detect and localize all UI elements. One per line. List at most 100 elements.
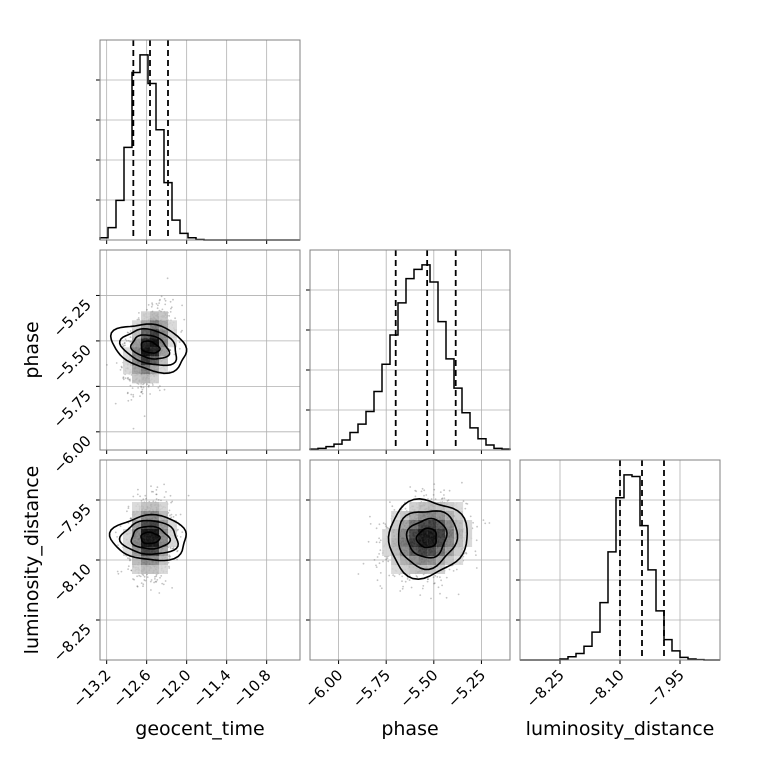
scatter-geocent-time-vs-phase-point	[132, 395, 135, 398]
scatter-geocent-time-vs-luminosity-distance-density-cell	[141, 556, 150, 565]
scatter-phase-vs-luminosity-distance-point	[427, 498, 429, 500]
scatter-geocent-time-vs-luminosity-distance-point	[129, 517, 132, 520]
x-tick-label-luminosity-distance: −8.25	[523, 666, 568, 711]
scatter-phase-vs-luminosity-distance-density-cell	[436, 529, 446, 538]
scatter-phase-vs-luminosity-distance-point	[385, 525, 387, 528]
scatter-geocent-time-vs-phase-point	[151, 303, 154, 306]
scatter-geocent-time-vs-phase-point	[140, 383, 143, 385]
x-tick-label-luminosity-distance: −8.10	[583, 666, 628, 711]
scatter-geocent-time-vs-phase-point	[157, 304, 159, 307]
scatter-geocent-time-vs-phase-point	[160, 295, 163, 298]
scatter-phase-vs-luminosity-distance-point	[423, 489, 426, 492]
scatter-geocent-time-vs-phase-point	[170, 307, 172, 310]
scatter-phase-vs-luminosity-distance-density-cell	[418, 538, 428, 547]
scatter-phase-vs-luminosity-distance-density-cell	[400, 511, 410, 520]
scatter-geocent-time-vs-luminosity-distance-point	[132, 578, 134, 580]
scatter-geocent-time-vs-phase-density-cell	[141, 338, 150, 348]
scatter-geocent-time-vs-phase-point	[173, 353, 176, 356]
scatter-phase-vs-luminosity-distance-point	[386, 526, 389, 529]
scatter-geocent-time-vs-phase-point	[159, 385, 161, 387]
scatter-geocent-time-vs-luminosity-distance-contour	[130, 525, 172, 550]
y-tick-label-luminosity-distance: −7.95	[50, 500, 95, 545]
x-tick-label-phase: −6.00	[301, 666, 346, 711]
scatter-geocent-time-vs-phase-point	[139, 395, 141, 397]
scatter-phase-vs-luminosity-distance-density-cell	[382, 547, 392, 556]
scatter-geocent-time-vs-luminosity-distance-point	[150, 579, 153, 581]
scatter-phase-vs-luminosity-distance-contour	[397, 510, 459, 571]
scatter-phase-vs-luminosity-distance-point	[476, 525, 478, 528]
scatter-geocent-time-vs-luminosity-distance-point	[179, 536, 182, 538]
scatter-geocent-time-vs-luminosity-distance-point	[159, 576, 161, 579]
scatter-geocent-time-vs-luminosity-distance-density-cell	[159, 565, 168, 574]
scatter-geocent-time-vs-luminosity-distance-point	[130, 517, 133, 520]
scatter-geocent-time-vs-phase-point	[159, 298, 161, 301]
scatter-geocent-time-vs-phase-density-cell	[141, 374, 150, 384]
scatter-geocent-time-vs-luminosity-distance-point	[142, 585, 144, 588]
scatter-phase-vs-luminosity-distance-point	[367, 540, 370, 543]
scatter-geocent-time-vs-luminosity-distance-point	[127, 568, 129, 570]
scatter-geocent-time-vs-phase-point	[137, 383, 140, 385]
scatter-phase-vs-luminosity-distance-point	[382, 560, 384, 563]
scatter-phase-vs-luminosity-distance-point	[376, 556, 379, 558]
scatter-geocent-time-vs-luminosity-distance-contour	[108, 513, 188, 562]
scatter-geocent-time-vs-luminosity-distance-density-cell	[141, 547, 150, 556]
scatter-phase-vs-luminosity-distance-point	[439, 491, 442, 493]
scatter-geocent-time-vs-phase-density-cell	[141, 365, 150, 375]
scatter-geocent-time-vs-luminosity-distance-point	[154, 578, 156, 580]
scatter-phase-vs-luminosity-distance-point	[462, 500, 465, 503]
scatter-geocent-time-vs-phase-point	[129, 340, 132, 343]
scatter-geocent-time-vs-phase-point	[127, 339, 130, 342]
scatter-phase-vs-luminosity-distance-point	[408, 579, 411, 581]
scatter-geocent-time-vs-luminosity-distance-point	[140, 582, 143, 584]
scatter-geocent-time-vs-phase-point	[130, 399, 133, 401]
scatter-phase-vs-luminosity-distance-point	[389, 501, 391, 503]
scatter-geocent-time-vs-phase-point	[126, 331, 129, 334]
scatter-geocent-time-vs-luminosity-distance-point	[167, 561, 170, 564]
scatter-phase-vs-luminosity-distance-density-cell	[400, 556, 410, 565]
scatter-phase-vs-luminosity-distance-point	[475, 567, 478, 569]
scatter-phase-vs-luminosity-distance-density-cell	[382, 529, 392, 538]
scatter-phase-vs-luminosity-distance-density-cell	[445, 520, 455, 529]
scatter-phase-vs-luminosity-distance-density-cell	[427, 565, 437, 574]
scatter-geocent-time-vs-phase-point	[120, 365, 123, 368]
scatter-phase-vs-luminosity-distance-point	[415, 490, 418, 493]
scatter-geocent-time-vs-luminosity-distance-point	[157, 499, 160, 501]
scatter-phase-vs-luminosity-distance-density-cell	[409, 511, 419, 520]
scatter-geocent-time-vs-phase-point	[140, 391, 143, 393]
scatter-phase-vs-luminosity-distance-point	[433, 483, 436, 485]
scatter-geocent-time-vs-luminosity-distance-point	[127, 505, 130, 508]
scatter-geocent-time-vs-luminosity-distance-point	[168, 557, 171, 560]
scatter-geocent-time-vs-luminosity-distance-density-cell	[132, 520, 141, 529]
scatter-phase-vs-luminosity-distance-point	[399, 590, 402, 592]
scatter-geocent-time-vs-luminosity-distance-point	[169, 514, 171, 517]
scatter-geocent-time-vs-luminosity-distance-density-cell	[159, 511, 168, 520]
scatter-geocent-time-vs-luminosity-distance-point	[168, 565, 170, 568]
scatter-phase-vs-luminosity-distance-density-cell	[454, 520, 464, 529]
scatter-geocent-time-vs-luminosity-distance-point	[150, 490, 153, 493]
scatter-phase-vs-luminosity-distance-point	[457, 593, 460, 596]
scatter-geocent-time-vs-phase-point	[115, 362, 118, 364]
scatter-geocent-time-vs-luminosity-distance-point	[170, 501, 173, 504]
scatter-phase-vs-luminosity-distance-point	[433, 582, 436, 584]
scatter-phase-vs-luminosity-distance-point	[452, 570, 455, 572]
scatter-geocent-time-vs-luminosity-distance-point	[142, 498, 145, 501]
scatter-phase-vs-luminosity-distance-point	[404, 507, 407, 510]
scatter-geocent-time-vs-phase-density-cell	[168, 320, 177, 330]
scatter-geocent-time-vs-phase-density-cell	[159, 347, 168, 357]
hist-geocent-time-frame	[99, 39, 301, 241]
scatter-phase-vs-luminosity-distance-panel	[306, 459, 511, 664]
scatter-geocent-time-vs-phase-point	[141, 390, 143, 393]
scatter-geocent-time-vs-luminosity-distance-point	[142, 583, 145, 586]
scatter-geocent-time-vs-phase-density-cell	[150, 329, 159, 339]
scatter-geocent-time-vs-phase-point	[132, 393, 135, 396]
scatter-phase-vs-luminosity-distance-point	[408, 573, 411, 576]
scatter-geocent-time-vs-luminosity-distance-point	[163, 483, 166, 486]
scatter-phase-vs-luminosity-distance-point	[475, 539, 478, 542]
scatter-phase-vs-luminosity-distance-point	[430, 597, 432, 600]
x-tick-label-geocent-time: −11.4	[189, 666, 234, 711]
scatter-phase-vs-luminosity-distance-density-cell	[400, 565, 410, 574]
scatter-geocent-time-vs-phase-point	[126, 377, 129, 380]
scatter-phase-vs-luminosity-distance-point	[357, 573, 360, 575]
scatter-geocent-time-vs-luminosity-distance-density-cell	[159, 538, 168, 547]
scatter-geocent-time-vs-luminosity-distance-density-cell	[123, 538, 132, 547]
